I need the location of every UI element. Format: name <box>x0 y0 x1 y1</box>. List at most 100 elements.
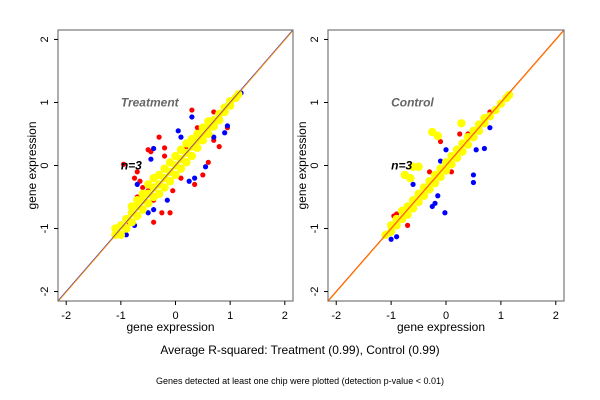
data-point <box>164 197 170 203</box>
reference-line <box>57 30 294 302</box>
data-point <box>134 169 140 175</box>
data-point <box>388 236 394 242</box>
data-point <box>404 222 411 228</box>
data-point <box>406 173 415 183</box>
x-axis-label: gene expression <box>126 320 214 334</box>
data-point <box>186 178 192 184</box>
data-point <box>473 147 479 153</box>
data-point <box>436 172 445 182</box>
data-point <box>430 178 440 188</box>
panel-control: -2 -1 0 1 2 -2 -1 0 1 2 gene expression gene expres… <box>295 29 565 334</box>
y-tick-label: 2 <box>39 36 51 42</box>
data-point <box>204 129 213 139</box>
reference-line <box>327 30 565 302</box>
data-point <box>216 143 222 150</box>
data-point <box>457 119 466 128</box>
data-point <box>408 204 418 213</box>
data-point <box>178 134 184 140</box>
data-point <box>138 205 147 214</box>
data-point <box>447 160 456 169</box>
data-point <box>470 172 477 178</box>
data-point <box>140 184 146 191</box>
data-point <box>442 210 448 216</box>
data-point <box>161 153 168 159</box>
y-tick-label: 0 <box>309 162 321 168</box>
data-point <box>120 161 127 167</box>
n-annotation: n=3 <box>391 159 412 173</box>
data-point <box>145 210 151 216</box>
data-point <box>167 210 173 216</box>
data-point <box>160 183 169 192</box>
data-point <box>127 218 136 227</box>
y-tick-label: 0 <box>39 162 51 168</box>
data-point <box>481 145 488 152</box>
panel-title: Control <box>391 95 434 109</box>
r-squared-caption: Average R-squared: Treatment (0.99), Con… <box>160 343 440 357</box>
data-point <box>192 181 198 188</box>
data-point <box>435 193 441 199</box>
data-point <box>122 224 131 233</box>
data-point <box>187 151 197 161</box>
data-point <box>189 107 195 113</box>
data-point <box>224 123 231 129</box>
x-tick-label: -2 <box>61 310 71 322</box>
panel-title: Treatment <box>121 95 180 109</box>
data-point <box>171 170 180 180</box>
y-tick-label: 1 <box>309 99 321 105</box>
y-tick-label: -1 <box>309 224 321 234</box>
data-point <box>211 109 217 115</box>
data-point <box>487 125 493 131</box>
data-point <box>151 219 157 225</box>
data-point <box>429 203 435 210</box>
data-point <box>452 153 462 163</box>
data-point <box>182 158 191 167</box>
data-point <box>133 211 142 221</box>
data-point <box>202 164 209 170</box>
data-point <box>165 177 175 186</box>
y-axis-label: gene expression <box>295 121 309 209</box>
x-tick-label: 1 <box>227 310 233 322</box>
x-tick-label: -1 <box>116 310 126 322</box>
y-tick-label: -2 <box>309 287 321 297</box>
x-tick-label: 0 <box>443 310 449 322</box>
data-point <box>414 197 423 207</box>
x-tick-label: 2 <box>553 310 559 322</box>
y-tick-label: 1 <box>39 99 51 105</box>
data-point <box>205 159 211 165</box>
data-point <box>394 234 400 240</box>
data-point <box>175 128 181 134</box>
x-tick-label: -2 <box>331 310 341 322</box>
data-point <box>178 175 184 181</box>
data-point <box>151 145 157 152</box>
data-point <box>116 230 126 240</box>
data-point <box>194 125 200 131</box>
footnote: Genes detected at least one chip were pl… <box>156 376 444 386</box>
data-point <box>469 132 478 142</box>
data-point <box>154 189 164 199</box>
data-point <box>474 126 484 136</box>
x-tick-label: 2 <box>282 310 288 322</box>
data-point <box>200 172 206 178</box>
data-point <box>134 181 140 188</box>
data-point <box>458 147 467 156</box>
y-tick-label: -2 <box>39 287 51 297</box>
data-point <box>443 147 449 153</box>
data-point <box>189 114 195 120</box>
data-point <box>222 130 228 136</box>
data-point <box>441 166 451 175</box>
panel-treatment: -2 -1 0 1 2 -2 -1 0 1 2 gene expression gene expres… <box>25 29 294 334</box>
data-point <box>437 138 444 145</box>
data-point <box>170 188 176 194</box>
x-tick-label: 0 <box>172 310 178 322</box>
data-point <box>470 179 477 186</box>
data-point <box>143 199 153 208</box>
data-point <box>386 227 396 236</box>
data-point <box>392 221 401 230</box>
data-point <box>148 156 154 162</box>
data-point <box>123 232 129 238</box>
data-point <box>161 145 168 151</box>
y-axis-label: gene expression <box>25 121 39 209</box>
data-point <box>176 164 186 173</box>
